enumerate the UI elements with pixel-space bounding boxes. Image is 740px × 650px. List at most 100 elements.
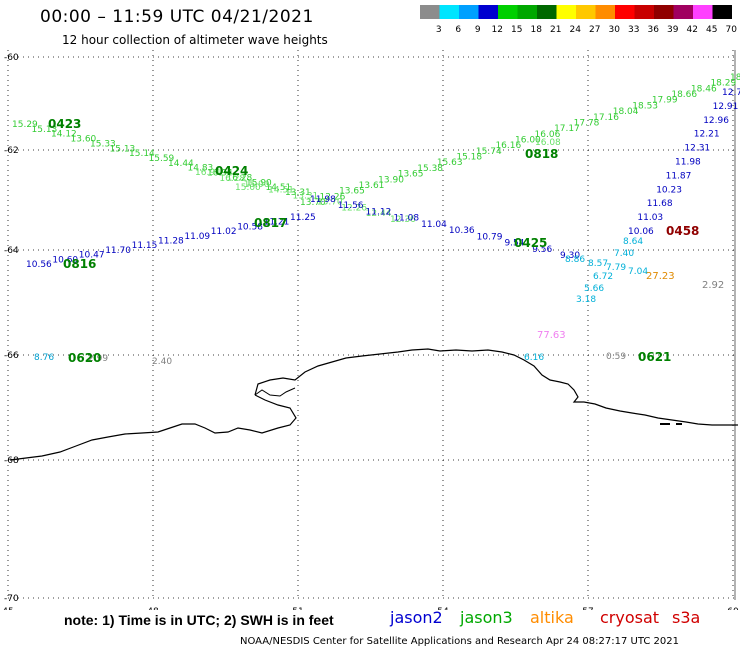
coastline-inlet <box>9 394 297 461</box>
color-scale-label: 18 <box>531 25 543 35</box>
color-scale-label: 12 <box>492 25 503 35</box>
map-title: 00:00 – 11:59 UTC 04/21/2021 <box>40 7 314 27</box>
color-swatch <box>615 5 635 19</box>
swh-value: 17.17 <box>554 124 580 134</box>
swh-value: 15.63 <box>437 158 463 168</box>
color-scale-label: 30 <box>609 25 621 35</box>
swh-value: 11.98 <box>675 158 701 168</box>
swh-value: 11.87 <box>666 171 692 181</box>
swh-value: 14.44 <box>168 159 194 169</box>
swh-value: 18.66 <box>671 90 697 100</box>
color-swatch <box>537 5 557 19</box>
swh-value: 2.40 <box>152 357 172 367</box>
swh-value: 3.18 <box>576 295 596 305</box>
swh-value: 5.66 <box>584 284 604 294</box>
pass-time-label: 0817 <box>254 216 287 230</box>
swh-value: 16.08 <box>535 138 561 148</box>
swh-value: 10.47 <box>79 251 105 261</box>
color-swatch <box>595 5 615 19</box>
swh-value: 17.16 <box>593 113 619 123</box>
swh-value: 12.26 <box>341 203 367 213</box>
swh-value: 13.31 <box>293 192 319 202</box>
swh-value: 14.12 <box>51 130 77 140</box>
color-scale-label: 24 <box>570 25 582 35</box>
footer-credit: NOAA/NESDIS Center for Satellite Applica… <box>240 636 679 647</box>
y-tick-label: -64 <box>4 246 19 256</box>
swh-value: 15.59 <box>149 154 175 164</box>
swh-value: 13.70 <box>317 197 343 207</box>
swh-value: 15.14 <box>129 149 155 159</box>
color-scale-label: 39 <box>667 25 679 35</box>
swh-value: 11.15 <box>132 241 158 251</box>
color-swatch <box>712 5 732 19</box>
swh-value: 10.06 <box>628 227 654 237</box>
color-swatch <box>517 5 537 19</box>
color-scale-label: 33 <box>628 25 639 35</box>
legend-altika: altika <box>530 608 574 627</box>
x-tick-label: 48 <box>147 607 159 610</box>
swh-value: 12.7 <box>722 88 740 98</box>
y-tick-label: -70 <box>4 594 19 604</box>
swh-value: 77.63 <box>537 330 566 341</box>
swh-value: 15.18 <box>456 153 482 163</box>
x-tick-label: 45 <box>2 607 13 610</box>
color-swatch <box>498 5 518 19</box>
swh-value: 11.12 <box>366 207 392 217</box>
swh-value: 11.68 <box>647 199 673 209</box>
swh-value: 11.09 <box>184 232 210 242</box>
pass-time-label: 0620 <box>68 351 101 365</box>
swh-value: 11.28 <box>158 237 184 247</box>
swh-value: 17.99 <box>652 96 678 106</box>
pass-time-label: 0818 <box>525 147 558 161</box>
lat-lon-grid: 45 48 51 54 57 60 -60 -62 -64 -66 -68 -70 <box>2 50 739 610</box>
swh-value: 15.38 <box>417 164 443 174</box>
color-swatch <box>439 5 459 19</box>
swh-value: 14.51 <box>268 186 294 196</box>
swh-value: 17.78 <box>574 118 600 128</box>
wave-height-map: 454851545760-60-62-64-66-68-70 15.2915.1… <box>2 50 740 610</box>
swh-value: 13.65 <box>398 170 424 180</box>
swh-value: 11.03 <box>637 213 663 223</box>
color-swatch <box>693 5 713 19</box>
swh-value: 18.46 <box>691 84 717 94</box>
swh-value: 10.23 <box>656 185 682 195</box>
swh-value: 11.98 <box>310 195 336 205</box>
color-scale-label: 21 <box>550 25 561 35</box>
color-swatch <box>420 5 440 19</box>
swh-value: 2.92 <box>702 280 724 291</box>
ice-shelf-edge <box>254 387 296 397</box>
swh-value: 18.71 <box>730 73 740 83</box>
legend-jason2: jason2 <box>390 608 443 627</box>
swh-value: 13.65 <box>339 187 365 197</box>
swh-value: 15.13 <box>110 144 136 154</box>
color-scale-label: 70 <box>726 25 738 35</box>
color-swatch <box>673 5 693 19</box>
swh-value: 9.30 <box>560 251 580 261</box>
swh-value: 8.64 <box>623 237 643 247</box>
swh-value: 13.61 <box>359 181 385 191</box>
y-tick-label: -60 <box>4 53 19 63</box>
swh-value: 10.56 <box>26 260 52 270</box>
swh-value: 15.33 <box>90 139 116 149</box>
swh-value: 18.53 <box>632 101 658 111</box>
swh-value: 8.76 <box>34 353 54 363</box>
swh-value: 9.56 <box>532 245 552 255</box>
swh-value: 12.44 <box>366 209 392 219</box>
legend-cryosat: cryosat <box>600 608 660 627</box>
swh-value: 8.57 <box>588 259 608 269</box>
swh-value: 14.51 <box>266 183 292 193</box>
swh-value: 10.58 <box>237 222 263 232</box>
swh-value: 15.90 <box>246 178 272 188</box>
altimeter-tracks: 15.2915.1314.1213.6015.3315.1315.1415.59… <box>12 73 740 367</box>
swh-value: 0.59 <box>606 352 626 362</box>
color-scale-label: 45 <box>706 25 717 35</box>
legend-s3a: s3a <box>672 608 701 627</box>
swh-value: 16.00 <box>515 136 541 146</box>
color-scale-label: 3 <box>436 25 442 35</box>
swh-value: 12.96 <box>703 116 729 126</box>
x-tick-label: 60 <box>727 607 739 610</box>
legend-jason3: jason3 <box>460 608 513 627</box>
y-tick-label: -68 <box>4 456 19 466</box>
pass-time-label: 0425 <box>514 236 547 250</box>
